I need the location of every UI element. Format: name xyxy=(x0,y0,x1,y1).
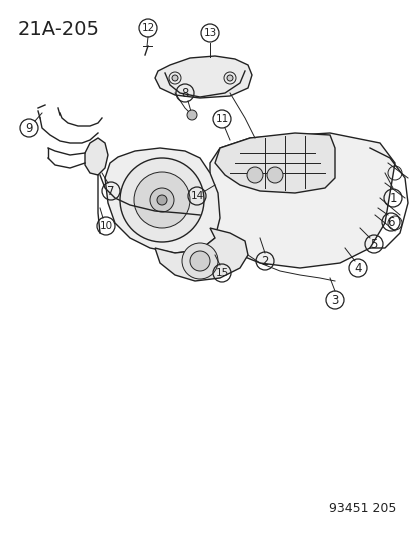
Polygon shape xyxy=(154,228,247,281)
Text: 8: 8 xyxy=(181,86,188,100)
Text: 7: 7 xyxy=(107,184,114,198)
Text: 93451 205: 93451 205 xyxy=(328,502,395,515)
Text: 12: 12 xyxy=(141,23,154,33)
Text: 9: 9 xyxy=(25,122,33,134)
Polygon shape xyxy=(209,133,394,268)
Polygon shape xyxy=(105,148,219,253)
Circle shape xyxy=(226,75,233,81)
Text: 2: 2 xyxy=(261,254,268,268)
Polygon shape xyxy=(85,138,108,175)
Polygon shape xyxy=(214,133,334,193)
Text: 13: 13 xyxy=(203,28,216,38)
Circle shape xyxy=(187,110,197,120)
Text: 3: 3 xyxy=(330,294,338,306)
Text: 4: 4 xyxy=(354,262,361,274)
Circle shape xyxy=(150,188,173,212)
Circle shape xyxy=(190,251,209,271)
Text: 1: 1 xyxy=(388,191,396,205)
Text: 11: 11 xyxy=(215,114,228,124)
Circle shape xyxy=(120,158,204,242)
Text: 15: 15 xyxy=(215,268,228,278)
Polygon shape xyxy=(154,56,252,98)
Text: 6: 6 xyxy=(386,215,394,229)
Text: 5: 5 xyxy=(369,238,377,251)
Text: 10: 10 xyxy=(99,221,112,231)
Circle shape xyxy=(157,195,166,205)
Text: 21A-205: 21A-205 xyxy=(18,20,100,39)
Circle shape xyxy=(182,243,218,279)
Circle shape xyxy=(266,167,282,183)
Circle shape xyxy=(171,75,178,81)
Circle shape xyxy=(247,167,262,183)
Text: 14: 14 xyxy=(190,191,203,201)
Circle shape xyxy=(134,172,190,228)
